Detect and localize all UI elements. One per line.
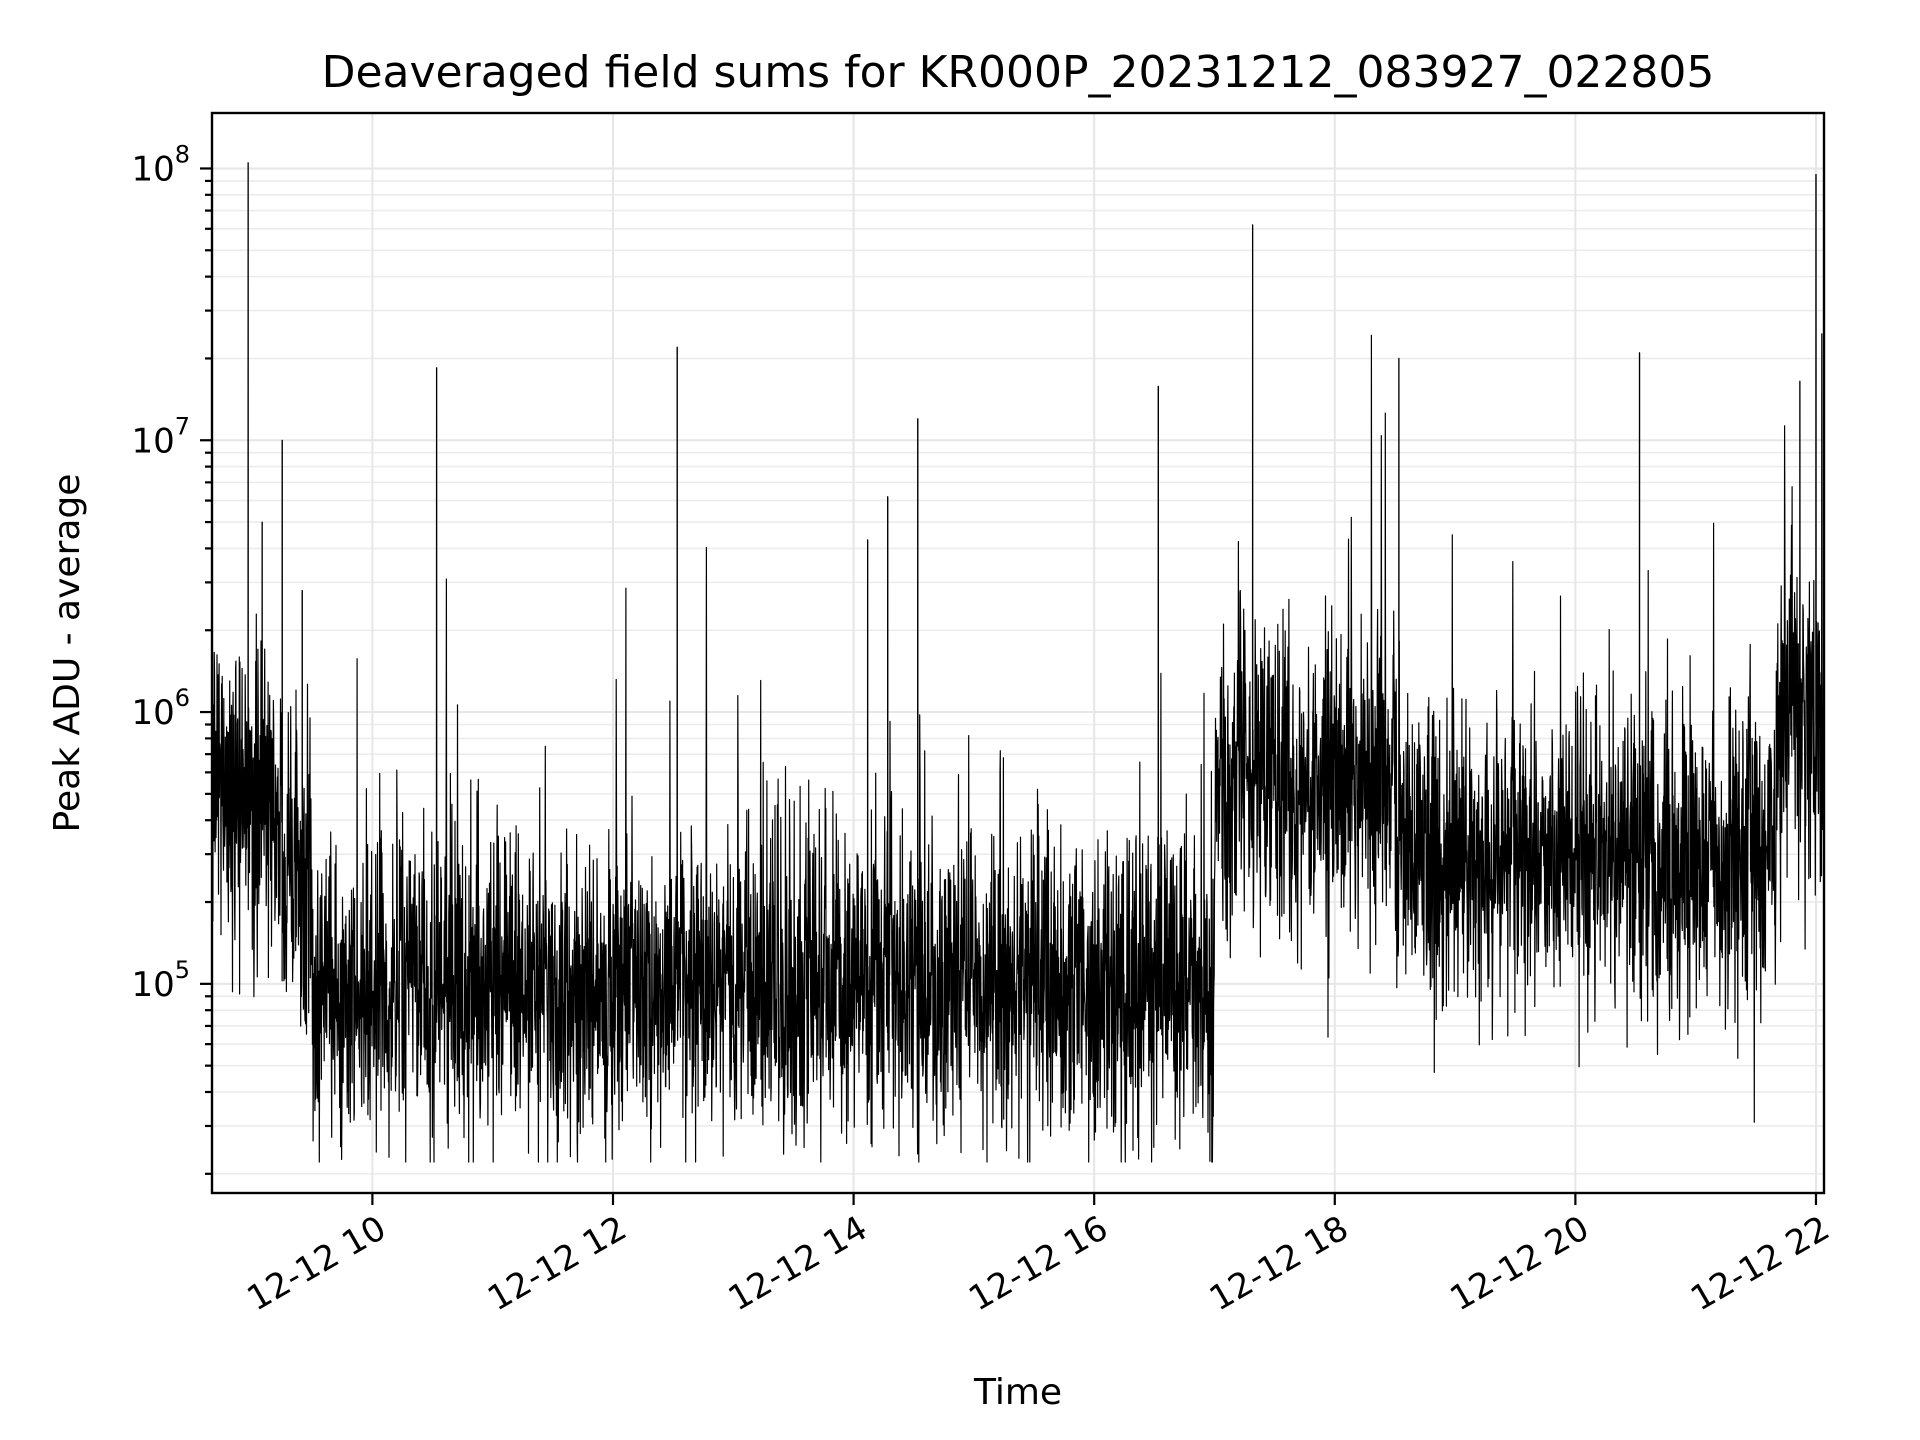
y-tick-label: 106 [131,684,190,733]
y-tick-label: 108 [131,140,190,189]
plot-frame [210,111,1826,1195]
y-tick-label: 107 [131,412,190,461]
y-axis-label: Peak ADU - average [47,474,88,833]
x-axis-label: Time [973,1372,1062,1413]
data-series [211,162,1825,1163]
chart-title: Deaveraged field sums for KR000P_2023121… [322,47,1715,98]
series-line [211,162,1825,1163]
y-tick-label: 105 [131,956,190,1005]
